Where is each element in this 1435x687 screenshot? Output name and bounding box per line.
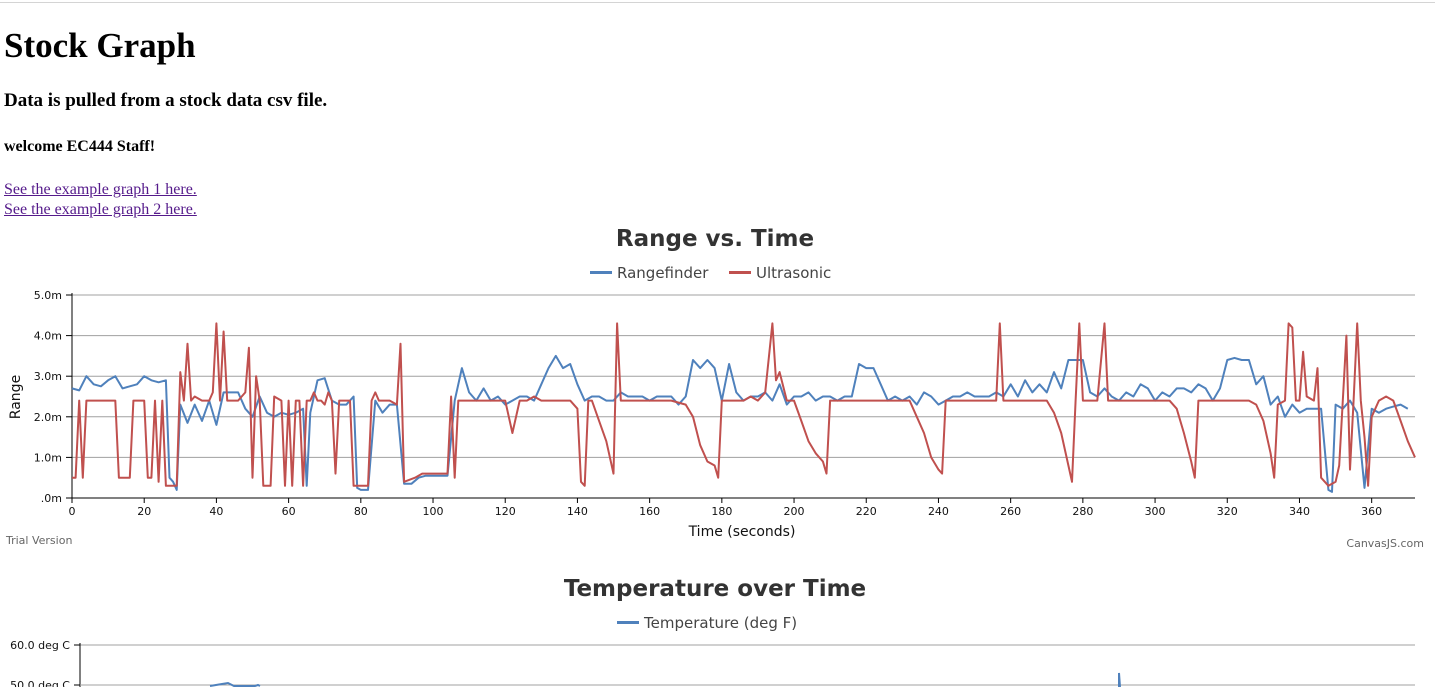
trial-version-label: Trial Version [5, 534, 72, 547]
canvasjs-credit-link[interactable]: CanvasJS.com [1346, 537, 1424, 550]
legend-marker-rangefinder [590, 271, 612, 274]
x-tick-label: 80 [354, 505, 368, 518]
x-tick-label: 100 [423, 505, 444, 518]
y-tick-label: 1.0m [34, 451, 62, 464]
y-tick-label: 50.0 deg C [10, 679, 70, 687]
x-tick-label: 0 [69, 505, 76, 518]
x-axis-ticks: 0 20 40 60 80 100 120 140 160 180 200 220 240 260 280 3… [69, 505, 1383, 518]
y-tick-label: 5.0m [34, 289, 62, 302]
x-tick-label: 220 [856, 505, 877, 518]
temperature-over-time-chart: Temperature over Time Temperature (deg F… [10, 576, 1415, 687]
x-tick-label: 40 [209, 505, 223, 518]
welcome-text: welcome EC444 Staff! [4, 138, 156, 155]
temperature-spike [1118, 672, 1121, 687]
y-tick-label: 4.0m [34, 330, 62, 343]
y-tick-label: 60.0 deg C [10, 639, 70, 652]
legend-marker-temperature [617, 621, 639, 624]
legend-label-ultrasonic[interactable]: Ultrasonic [756, 264, 831, 282]
x-tick-label: 340 [1289, 505, 1310, 518]
chart-legend: Rangefinder Ultrasonic [590, 264, 831, 282]
legend-label-rangefinder[interactable]: Rangefinder [617, 264, 709, 282]
x-tick-label: 140 [567, 505, 588, 518]
chart-title: Temperature over Time [564, 576, 866, 602]
page-subtitle: Data is pulled from a stock data csv fil… [4, 90, 328, 111]
x-tick-label: 360 [1361, 505, 1382, 518]
x-tick-label: 260 [1000, 505, 1021, 518]
x-tick-label: 240 [928, 505, 949, 518]
x-tick-label: 280 [1072, 505, 1093, 518]
y-axis-label: Range [8, 375, 24, 419]
y-tick-label: 2.0m [34, 411, 62, 424]
example-graph-1-link[interactable]: See the example graph 1 here. [4, 181, 197, 198]
y-axis-ticks: .0m 1.0m 2.0m 3.0m 4.0m 5.0m [34, 289, 62, 505]
legend-marker-ultrasonic [729, 271, 751, 274]
x-tick-label: 20 [137, 505, 151, 518]
x-tick-label: 60 [282, 505, 296, 518]
page-title: Stock Graph [4, 26, 196, 65]
range-vs-time-chart: Range vs. Time Rangefinder Ultrasonic .0… [5, 226, 1424, 550]
y-tick-label: .0m [41, 492, 62, 505]
example-links: See the example graph 1 here. See the ex… [4, 180, 197, 220]
x-tick-label: 300 [1145, 505, 1166, 518]
example-graph-2-link[interactable]: See the example graph 2 here. [4, 201, 197, 218]
x-axis-label: Time (seconds) [688, 524, 796, 540]
x-tick-label: 320 [1217, 505, 1238, 518]
chart-title: Range vs. Time [616, 226, 814, 252]
x-tick-label: 200 [784, 505, 805, 518]
series-line-rangefinder [71, 354, 1409, 493]
series-line-ultrasonic [72, 322, 1416, 487]
x-tick-label: 120 [495, 505, 516, 518]
x-tick-label: 160 [639, 505, 660, 518]
chart-series [71, 322, 1416, 493]
top-divider [0, 2, 1435, 3]
chart-legend: Temperature (deg F) [617, 614, 797, 632]
temperature-line-fragment [209, 681, 261, 687]
y-tick-label: 3.0m [34, 370, 62, 383]
legend-label-temperature[interactable]: Temperature (deg F) [643, 614, 797, 632]
x-tick-label: 180 [711, 505, 732, 518]
